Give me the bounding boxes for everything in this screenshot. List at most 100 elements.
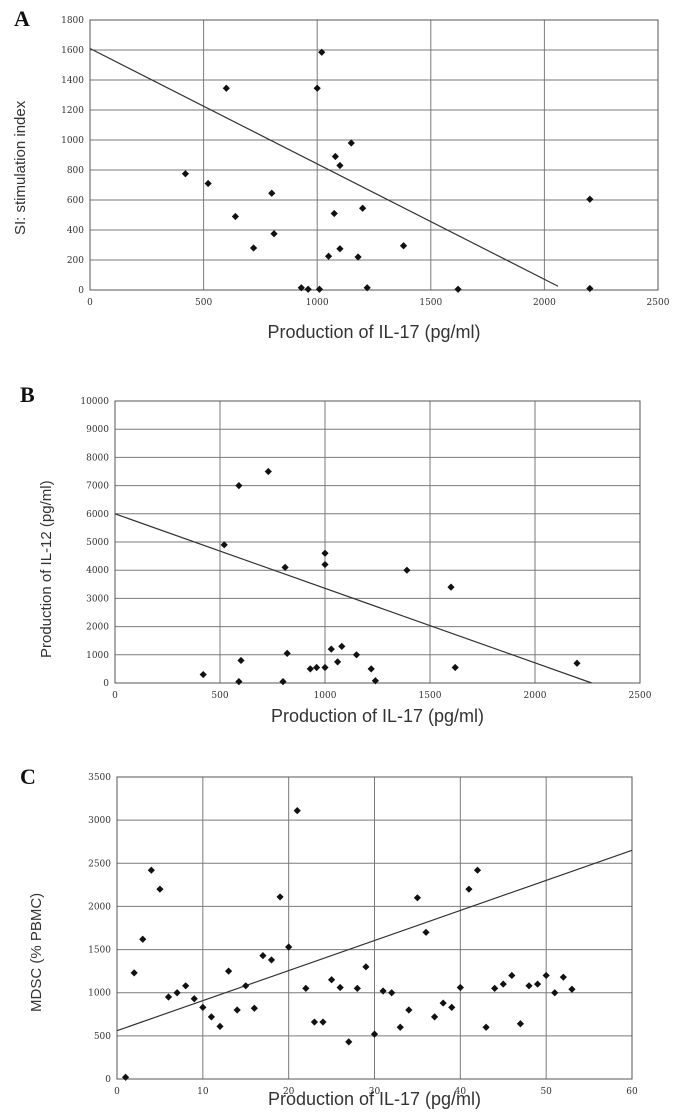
data-point [276, 893, 284, 901]
data-point [491, 984, 499, 992]
data-point [207, 1013, 216, 1021]
data-point [465, 885, 473, 893]
data-point [586, 195, 594, 203]
data-point [222, 84, 230, 92]
x-tick-label: 60 [626, 1087, 638, 1097]
y-tick-label: 8000 [86, 453, 109, 463]
x-tick-label: 0 [114, 1087, 120, 1097]
data-point [422, 928, 430, 936]
data-point [559, 973, 567, 981]
x-tick-label: 1500 [419, 298, 442, 308]
data-point [331, 152, 339, 161]
data-point [318, 48, 326, 56]
data-point [313, 84, 321, 92]
trend-line [89, 47, 559, 287]
data-point [447, 583, 455, 591]
data-point [363, 284, 371, 292]
data-point [216, 1022, 224, 1030]
y-tick-label: 9000 [86, 425, 109, 435]
data-point [220, 541, 228, 549]
y-tick-label: 2000 [86, 623, 109, 633]
data-point [264, 467, 272, 476]
y-tick-label: 500 [94, 1032, 111, 1042]
x-tick-label: 30 [369, 1087, 381, 1097]
data-point [516, 1020, 525, 1028]
data-point [347, 139, 355, 147]
data-point [336, 245, 344, 253]
data-point [448, 1003, 456, 1011]
data-point [327, 645, 335, 653]
data-point [456, 983, 464, 992]
data-point [573, 659, 581, 667]
data-point [362, 963, 370, 971]
data-point [371, 677, 379, 685]
y-tick-label: 800 [67, 166, 84, 176]
data-point [379, 987, 387, 995]
data-point [533, 980, 542, 988]
data-point [396, 1023, 404, 1031]
data-point [454, 285, 462, 293]
data-point [321, 560, 329, 569]
y-tick-label: 5000 [86, 538, 109, 548]
y-tick-label: 0 [105, 1075, 111, 1085]
x-tick-label: 1000 [314, 691, 337, 701]
data-point [199, 670, 207, 679]
data-point [304, 285, 312, 293]
data-point [525, 982, 533, 990]
data-point [321, 663, 329, 672]
data-point [499, 980, 507, 988]
data-point [250, 1004, 258, 1012]
data-point [353, 984, 361, 992]
y-tick-label: 1000 [86, 651, 109, 661]
data-point [156, 885, 164, 893]
scatter-plot-c: 0 500 1000 1500 2000 2500 3000 3500 0 10 20 30 40 50 6… [88, 773, 638, 1097]
data-point [413, 894, 422, 902]
x-tick-label: 500 [211, 691, 228, 701]
y-tick-label: 600 [67, 196, 84, 206]
x-axis-label: Production of IL-17 (pg/ml) [270, 706, 485, 726]
y-tick-label: 400 [67, 226, 84, 236]
data-point [399, 242, 408, 250]
data-point [204, 179, 212, 188]
data-point [313, 663, 321, 672]
data-point [367, 665, 375, 673]
plot-frame [116, 776, 633, 1080]
x-tick-label: 50 [540, 1087, 552, 1097]
data-point [235, 482, 243, 490]
data-point [352, 651, 361, 659]
y-tick-label: 6000 [86, 510, 109, 520]
data-point [268, 189, 276, 197]
data-point [281, 563, 289, 571]
data-point [430, 1013, 439, 1021]
trend-line [114, 513, 592, 684]
y-tick-label: 3500 [88, 773, 111, 783]
data-point [310, 1018, 319, 1026]
data-point [182, 982, 190, 990]
data-point [242, 982, 250, 990]
data-point [405, 1006, 413, 1014]
trend-line [116, 849, 633, 1032]
data-point [336, 161, 344, 170]
y-tick-label: 4000 [86, 566, 109, 576]
data-point [473, 866, 482, 874]
data-point [319, 1018, 327, 1026]
data-point [327, 976, 336, 984]
data-point [551, 989, 559, 997]
scatter-plot-a: 0 200 400 600 800 1000 1200 1400 1600 1800 0 500 100… [61, 16, 670, 308]
y-tick-label: 10000 [80, 397, 109, 407]
y-tick-label: 0 [103, 679, 109, 689]
y-tick-label: 1000 [61, 136, 84, 146]
data-point [451, 663, 459, 672]
data-point [231, 212, 240, 221]
data-point [270, 230, 278, 238]
data-point [306, 665, 314, 673]
data-point [190, 995, 198, 1003]
data-point [181, 170, 190, 178]
x-tick-label: 500 [195, 298, 212, 308]
data-point [235, 677, 243, 686]
panel-b: B Production of IL-12 (pg/ml) 0 1000 2000 3… [0, 378, 682, 733]
y-tick-label: 2000 [88, 902, 111, 912]
data-point [130, 969, 138, 977]
y-tick-label: 200 [67, 256, 84, 266]
y-tick-label: 7000 [86, 482, 109, 492]
